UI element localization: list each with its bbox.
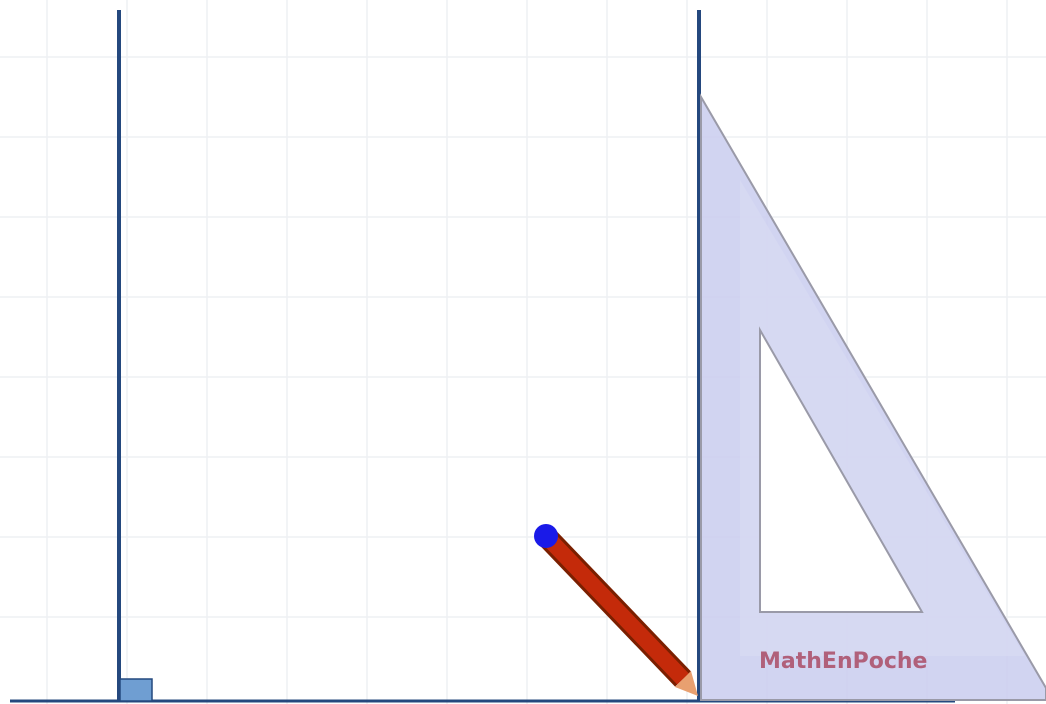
set-square-label: MathEnPoche <box>759 649 927 674</box>
set-square: MathEnPoche <box>700 93 1046 701</box>
pencil-tip <box>675 671 698 696</box>
set-square-hole <box>759 326 924 613</box>
right-angle-mark <box>119 678 153 702</box>
pencil-body <box>539 529 689 685</box>
pencil <box>534 524 698 696</box>
pencil-eraser <box>534 524 558 548</box>
